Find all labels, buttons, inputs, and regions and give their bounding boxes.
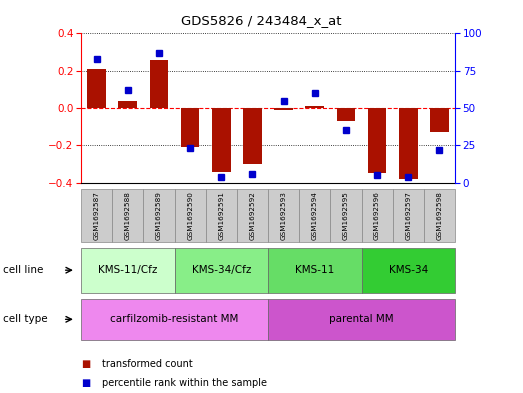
Text: GSM1692598: GSM1692598 — [436, 191, 442, 240]
Text: GSM1692594: GSM1692594 — [312, 191, 318, 240]
Text: carfilzomib-resistant MM: carfilzomib-resistant MM — [110, 314, 238, 324]
Bar — [118, 101, 137, 108]
Bar — [430, 108, 449, 132]
Text: GSM1692591: GSM1692591 — [218, 191, 224, 240]
Text: cell line: cell line — [3, 265, 43, 275]
Bar — [181, 108, 199, 147]
Text: GSM1692590: GSM1692590 — [187, 191, 193, 240]
Text: cell type: cell type — [3, 314, 47, 324]
Text: percentile rank within the sample: percentile rank within the sample — [102, 378, 267, 388]
Text: KMS-11/Cfz: KMS-11/Cfz — [98, 265, 157, 275]
Text: GSM1692597: GSM1692597 — [405, 191, 411, 240]
Bar — [274, 108, 293, 110]
Text: ■: ■ — [81, 378, 90, 388]
Text: KMS-34: KMS-34 — [389, 265, 428, 275]
Text: transformed count: transformed count — [102, 358, 193, 369]
Bar — [243, 108, 262, 164]
Text: GSM1692595: GSM1692595 — [343, 191, 349, 240]
Bar — [337, 108, 355, 121]
Bar — [399, 108, 417, 179]
Bar — [150, 59, 168, 108]
Text: parental MM: parental MM — [329, 314, 394, 324]
Text: GSM1692593: GSM1692593 — [281, 191, 287, 240]
Bar — [87, 69, 106, 108]
Bar — [368, 108, 386, 173]
Text: ■: ■ — [81, 358, 90, 369]
Text: GSM1692596: GSM1692596 — [374, 191, 380, 240]
Bar — [305, 106, 324, 108]
Text: KMS-34/Cfz: KMS-34/Cfz — [191, 265, 251, 275]
Text: GSM1692587: GSM1692587 — [94, 191, 100, 240]
Text: GDS5826 / 243484_x_at: GDS5826 / 243484_x_at — [181, 14, 342, 27]
Text: GSM1692592: GSM1692592 — [249, 191, 255, 240]
Bar — [212, 108, 231, 171]
Text: KMS-11: KMS-11 — [295, 265, 334, 275]
Text: GSM1692588: GSM1692588 — [125, 191, 131, 240]
Text: GSM1692589: GSM1692589 — [156, 191, 162, 240]
